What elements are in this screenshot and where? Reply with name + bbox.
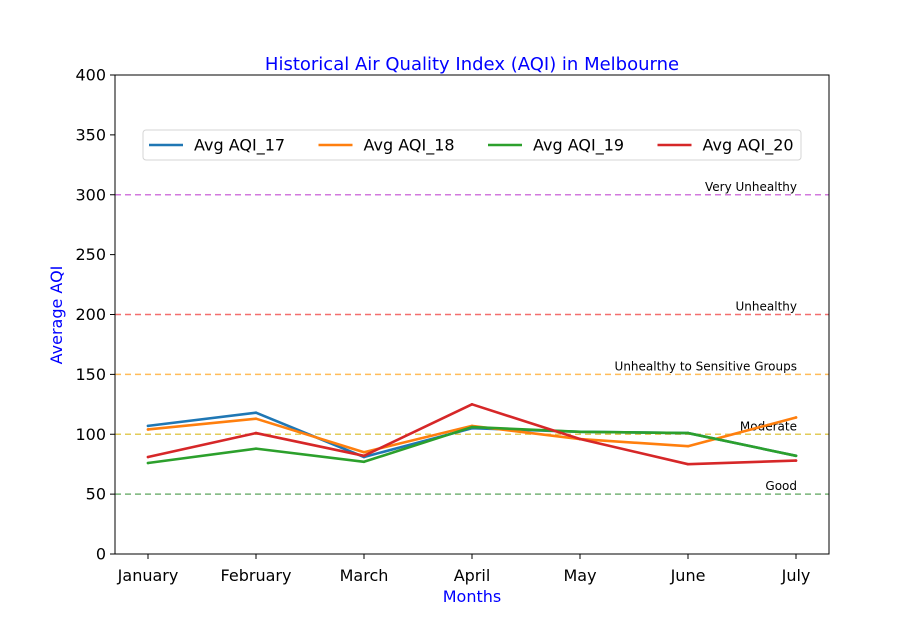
y-tick-label: 200 — [75, 305, 106, 324]
series-line — [146, 425, 798, 465]
x-tick-label: January — [117, 566, 179, 585]
reference-line-label: Unhealthy to Sensitive Groups — [615, 359, 797, 373]
data-point — [146, 461, 150, 465]
x-axis-label: Months — [443, 587, 501, 606]
x-tick-label: April — [454, 566, 491, 585]
y-tick-label: 250 — [75, 245, 106, 264]
data-point — [686, 444, 690, 448]
legend: Avg AQI_17 Avg AQI_18 Avg AQI_19 Avg AQI_20 — [142, 129, 802, 161]
data-point — [794, 416, 798, 419]
data-point — [470, 403, 474, 406]
legend-label: Avg AQI_18 — [364, 136, 455, 156]
y-tick-label: 0 — [96, 545, 106, 564]
legend-frame — [142, 129, 802, 161]
y-tick-label: 350 — [75, 125, 106, 144]
data-point — [254, 417, 258, 420]
legend-label: Avg AQI_20 — [703, 136, 794, 156]
data-point — [146, 455, 150, 459]
x-tick-label: March — [340, 566, 389, 585]
x-tick-label: February — [221, 566, 292, 585]
y-tick-label: 400 — [75, 66, 106, 85]
data-point — [254, 411, 258, 414]
y-tick-label: 50 — [86, 485, 106, 504]
legend-label: Avg AQI_17 — [194, 136, 285, 156]
x-tick-label: May — [563, 566, 596, 585]
y-tick-label: 150 — [75, 365, 106, 384]
data-point — [146, 428, 150, 431]
data-point — [578, 430, 582, 434]
data-point — [254, 447, 258, 450]
data-point — [470, 425, 474, 429]
y-axis-label: Average AQI — [47, 266, 66, 365]
data-point — [794, 459, 798, 462]
data-point — [362, 450, 366, 454]
reference-line-label: Unhealthy — [736, 300, 797, 314]
x-tick-label: June — [670, 566, 706, 585]
chart-title: Historical Air Quality Index (AQI) in Me… — [265, 54, 679, 75]
y-tick-label: 100 — [75, 425, 106, 444]
data-point — [362, 454, 366, 458]
data-point — [686, 462, 690, 466]
data-point — [794, 454, 798, 458]
data-point — [362, 460, 366, 464]
x-tick-label: July — [781, 566, 811, 585]
data-point — [254, 431, 258, 435]
legend-label: Avg AQI_19 — [533, 136, 624, 156]
y-tick-label: 300 — [75, 185, 106, 204]
data-point — [146, 424, 150, 428]
axes: 0 50 100 150 200 250 300 350 400 January February M… — [75, 66, 810, 586]
data-point — [686, 431, 690, 435]
series-lines — [146, 403, 798, 466]
reference-line-label: Good — [765, 479, 797, 493]
reference-line-label: Very Unhealthy — [705, 180, 797, 194]
data-point — [578, 437, 582, 441]
